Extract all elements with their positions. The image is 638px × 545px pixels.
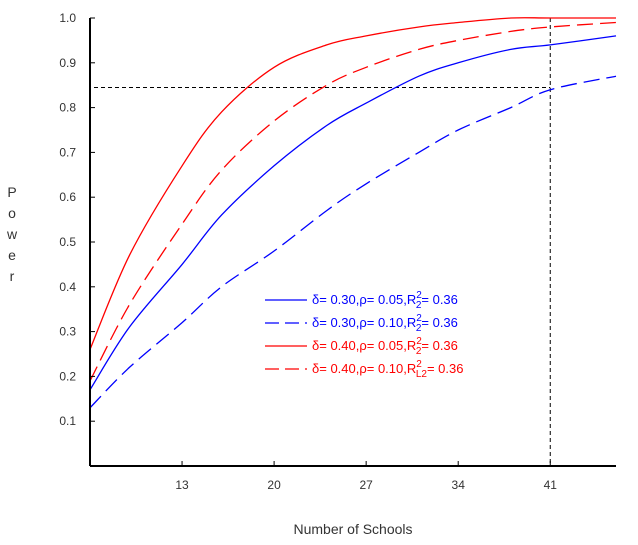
y-tick-label: 0.6 <box>59 190 76 204</box>
x-tick-label: 27 <box>359 478 373 492</box>
y-axis-label-letter: w <box>6 226 18 242</box>
y-tick-label: 0.1 <box>59 414 76 428</box>
reference-lines <box>94 18 551 466</box>
series-line-4 <box>89 21 617 382</box>
ticks: 0.1 0.2 0.3 0.4 0.5 0.6 0.7 0.8 0.9 1.0 13 20 27 34 41 <box>59 11 557 492</box>
axes <box>89 18 616 467</box>
y-axis-label-letter: o <box>8 205 16 221</box>
legend-label-2: δ= 0.30,ρ= 0.10,R2 2= 0.36 <box>312 313 458 334</box>
y-axis-label-letter: P <box>7 184 16 200</box>
y-tick-label: 1.0 <box>59 11 76 25</box>
series-line-3 <box>89 17 616 350</box>
y-tick-label: 0.5 <box>59 235 76 249</box>
legend-label-1: δ= 0.30,ρ= 0.05,R2 2= 0.36 <box>312 290 458 311</box>
x-tick-label: 41 <box>544 478 558 492</box>
x-tick-label: 13 <box>175 478 189 492</box>
x-axis-label: Number of Schools <box>293 521 412 537</box>
y-tick-label: 0.8 <box>59 101 76 115</box>
y-axis-label-letter: e <box>8 247 16 263</box>
y-tick-label: 0.9 <box>59 56 76 70</box>
y-tick-label: 0.2 <box>59 369 76 383</box>
series-line-1 <box>89 35 617 391</box>
x-tick-label: 20 <box>267 478 281 492</box>
x-tick-label: 34 <box>452 478 466 492</box>
y-tick-label: 0.7 <box>59 145 76 159</box>
legend-label-4: δ= 0.40,ρ= 0.10,R2 L2= 0.36 <box>312 359 463 380</box>
series-line-2 <box>89 75 617 409</box>
y-tick-label: 0.4 <box>59 280 76 294</box>
legend-label-3: δ= 0.40,ρ= 0.05,R2 2= 0.36 <box>312 336 458 357</box>
y-axis-label-letter: r <box>10 268 15 284</box>
series-layer <box>89 17 617 409</box>
legend: δ= 0.30,ρ= 0.05,R2 2= 0.36δ= 0.30,ρ= 0.10… <box>265 290 463 380</box>
y-tick-label: 0.3 <box>59 325 76 339</box>
